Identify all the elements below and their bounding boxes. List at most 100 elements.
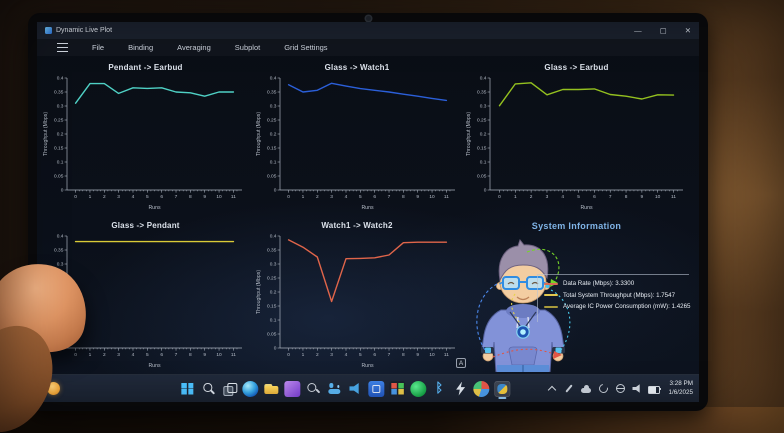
- svg-text:0.15: 0.15: [267, 304, 277, 310]
- pen-icon[interactable]: [563, 383, 575, 395]
- taskbar-tray: 3:28 PM 1/6/2025: [546, 375, 693, 402]
- menu-file[interactable]: File: [92, 43, 105, 52]
- svg-text:8: 8: [625, 194, 628, 200]
- svg-text:0.1: 0.1: [270, 160, 277, 166]
- window-controls: — ▢ ✕: [634, 26, 691, 35]
- start-icon[interactable]: [179, 381, 195, 397]
- svg-text:5: 5: [146, 194, 149, 200]
- legend-item: Total System Throughput (Mbps): 1.7547: [544, 292, 689, 299]
- cloud-icon[interactable]: [580, 383, 592, 395]
- key-tool-icon[interactable]: [305, 381, 321, 397]
- autoscale-badge[interactable]: A: [456, 358, 466, 368]
- menu-binding[interactable]: Binding: [128, 43, 154, 52]
- people-app-icon[interactable]: [326, 381, 342, 397]
- svg-text:1: 1: [302, 352, 305, 358]
- chart-title: Pendant -> Earbud: [108, 63, 183, 72]
- clock-time: 3:28 PM: [669, 380, 693, 387]
- app-icon: [45, 27, 52, 34]
- svg-text:8: 8: [402, 352, 405, 358]
- chart-title: Glass -> Watch1: [324, 63, 390, 72]
- menu-icon[interactable]: [57, 43, 68, 52]
- svg-text:6: 6: [373, 194, 376, 200]
- minimize-button[interactable]: —: [634, 26, 642, 35]
- svg-text:0.3: 0.3: [480, 104, 487, 110]
- chart-plot: 0 0.05 0.1 0.15 0.2 0.25 0.3 0.35 0.4 0 1 2 3 4 5 6 7 8 9 1…: [256, 234, 455, 369]
- svg-text:4: 4: [561, 194, 564, 200]
- svg-text:10: 10: [429, 352, 435, 358]
- grid-app-icon[interactable]: [389, 380, 406, 397]
- svg-text:0.4: 0.4: [57, 234, 64, 240]
- search-icon[interactable]: [200, 381, 216, 397]
- bluetooth-icon[interactable]: [431, 381, 447, 397]
- chart-plot: 0 0.05 0.1 0.15 0.2 0.25 0.3 0.35 0.4 0 1 2 3 4 5 6 7 8 9 1…: [256, 76, 455, 211]
- zap-app-icon[interactable]: [452, 381, 468, 397]
- svg-text:0.25: 0.25: [267, 118, 277, 124]
- svg-text:0.15: 0.15: [54, 146, 64, 152]
- network-icon[interactable]: [614, 383, 626, 395]
- active-plot-app-icon[interactable]: [494, 380, 511, 399]
- svg-text:6: 6: [160, 352, 163, 358]
- svg-text:0.3: 0.3: [57, 104, 64, 110]
- svg-text:0.1: 0.1: [57, 160, 64, 166]
- svg-text:Throughput (Mbps): Throughput (Mbps): [466, 112, 472, 156]
- svg-text:0.35: 0.35: [267, 248, 277, 254]
- svg-text:9: 9: [416, 352, 419, 358]
- svg-text:3: 3: [117, 352, 120, 358]
- menu-items: File Binding Averaging Subplot Grid Settings: [92, 43, 328, 52]
- taskbar-clock[interactable]: 3:28 PM 1/6/2025: [668, 380, 693, 397]
- screen: Dynamic Live Plot — ▢ ✕ File Binding Avera…: [37, 22, 699, 402]
- speaker-app-icon[interactable]: [347, 381, 363, 397]
- svg-text:2: 2: [316, 352, 319, 358]
- svg-text:1: 1: [302, 194, 305, 200]
- svg-text:0.05: 0.05: [267, 174, 277, 180]
- menu-averaging[interactable]: Averaging: [177, 43, 211, 52]
- system-information-panel: System Information: [456, 214, 691, 372]
- svg-text:0.25: 0.25: [477, 118, 487, 124]
- svg-text:0.05: 0.05: [54, 174, 64, 180]
- legend-swatch: [544, 294, 558, 296]
- svg-text:11: 11: [671, 194, 676, 200]
- menu-subplot[interactable]: Subplot: [234, 43, 261, 52]
- green-circle-app-icon[interactable]: [410, 380, 427, 397]
- chevron-up-icon[interactable]: [546, 383, 558, 395]
- pie-chart-app-icon[interactable]: [473, 380, 490, 397]
- svg-text:0: 0: [74, 194, 77, 200]
- svg-text:0.1: 0.1: [270, 318, 277, 324]
- svg-text:1: 1: [89, 194, 92, 200]
- chart-title: Glass -> Pendant: [111, 221, 180, 230]
- svg-text:7: 7: [388, 352, 391, 358]
- purple-app-icon[interactable]: [284, 380, 301, 397]
- svg-text:0.2: 0.2: [270, 290, 277, 296]
- avatar-illustration: [476, 238, 571, 372]
- sync-icon[interactable]: [597, 383, 609, 395]
- svg-text:2: 2: [530, 194, 533, 200]
- svg-text:9: 9: [203, 194, 206, 200]
- task-view-icon[interactable]: [221, 381, 238, 397]
- svg-text:0.35: 0.35: [267, 90, 277, 96]
- maximize-button[interactable]: ▢: [659, 26, 667, 35]
- svg-text:3: 3: [330, 352, 333, 358]
- svg-text:6: 6: [373, 352, 376, 358]
- blue-tile-app-icon[interactable]: [368, 380, 385, 397]
- svg-text:Runs: Runs: [580, 205, 593, 211]
- svg-text:4: 4: [132, 352, 135, 358]
- svg-text:5: 5: [359, 194, 362, 200]
- taskbar-center-icons: [179, 375, 511, 402]
- svg-text:Runs: Runs: [148, 205, 161, 211]
- volume-icon[interactable]: [631, 383, 643, 395]
- close-button[interactable]: ✕: [684, 26, 691, 35]
- svg-text:2: 2: [316, 194, 319, 200]
- chart-glass-watch1: Glass -> Watch1 0 0.05 0.1 0.15 0.2 0.25 0.3 0.…: [252, 56, 462, 214]
- svg-text:9: 9: [203, 352, 206, 358]
- menu-grid-settings[interactable]: Grid Settings: [284, 43, 328, 52]
- svg-text:5: 5: [577, 194, 580, 200]
- svg-text:0: 0: [274, 346, 277, 352]
- svg-text:0.1: 0.1: [480, 160, 487, 166]
- svg-text:7: 7: [388, 194, 391, 200]
- svg-text:0: 0: [287, 194, 290, 200]
- edge-icon[interactable]: [242, 380, 259, 397]
- system-info-title: System Information: [531, 221, 622, 231]
- file-explorer-icon[interactable]: [263, 381, 279, 397]
- battery-icon[interactable]: [648, 383, 661, 395]
- chart-plot: 0 0.05 0.1 0.15 0.2 0.25 0.3 0.35 0.4 0 1 2 3 4 5 6 7 8 9 1…: [43, 76, 242, 211]
